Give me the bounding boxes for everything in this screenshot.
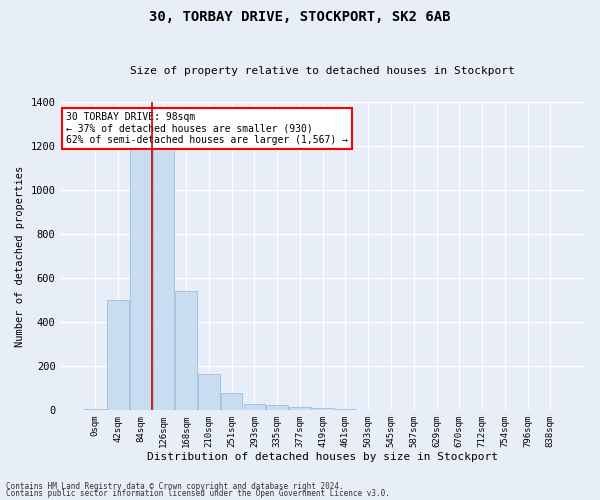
Bar bbox=[266, 405, 288, 410]
Bar bbox=[130, 138, 151, 410]
Text: 30 TORBAY DRIVE: 98sqm
← 37% of detached houses are smaller (930)
62% of semi-de: 30 TORBAY DRIVE: 98sqm ← 37% of detached… bbox=[65, 112, 347, 144]
Bar bbox=[244, 404, 265, 410]
Y-axis label: Number of detached properties: Number of detached properties bbox=[15, 166, 25, 346]
Bar bbox=[152, 138, 174, 410]
Text: Contains public sector information licensed under the Open Government Licence v3: Contains public sector information licen… bbox=[6, 489, 390, 498]
Text: 30, TORBAY DRIVE, STOCKPORT, SK2 6AB: 30, TORBAY DRIVE, STOCKPORT, SK2 6AB bbox=[149, 10, 451, 24]
Bar bbox=[221, 394, 242, 410]
Bar bbox=[289, 406, 311, 410]
Text: Contains HM Land Registry data © Crown copyright and database right 2024.: Contains HM Land Registry data © Crown c… bbox=[6, 482, 344, 491]
Bar bbox=[198, 374, 220, 410]
Bar bbox=[107, 300, 128, 410]
Bar bbox=[175, 291, 197, 410]
Bar bbox=[84, 408, 106, 410]
Title: Size of property relative to detached houses in Stockport: Size of property relative to detached ho… bbox=[130, 66, 515, 76]
X-axis label: Distribution of detached houses by size in Stockport: Distribution of detached houses by size … bbox=[147, 452, 498, 462]
Bar bbox=[312, 408, 334, 410]
